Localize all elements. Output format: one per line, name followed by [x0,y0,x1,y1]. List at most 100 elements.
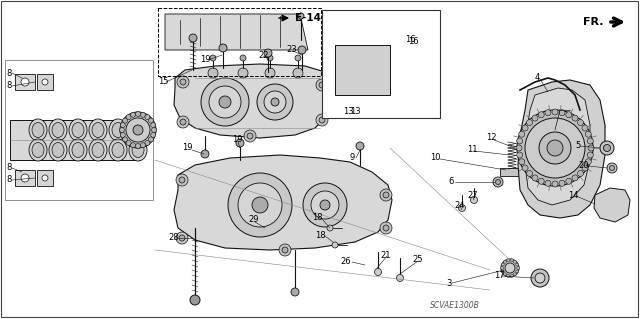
Circle shape [538,112,544,118]
Circle shape [148,137,154,142]
Text: 28: 28 [168,234,179,242]
Ellipse shape [72,143,84,158]
Circle shape [516,266,520,270]
Circle shape [383,192,389,198]
Circle shape [507,274,509,277]
Circle shape [522,125,528,131]
Polygon shape [15,74,35,90]
Circle shape [291,288,299,296]
Circle shape [219,44,227,52]
Circle shape [122,118,127,123]
Circle shape [271,98,279,106]
Circle shape [566,112,572,118]
Circle shape [316,114,328,126]
Ellipse shape [89,119,107,141]
Text: 8: 8 [6,69,12,78]
Circle shape [604,145,611,152]
Bar [158,8,321,76]
Circle shape [507,259,509,262]
Circle shape [21,174,29,182]
Circle shape [264,49,272,57]
Circle shape [267,55,273,61]
Circle shape [228,173,292,237]
Circle shape [177,76,189,88]
Circle shape [517,110,593,186]
Polygon shape [518,80,605,218]
Text: 8: 8 [6,81,12,91]
Circle shape [42,79,48,85]
Circle shape [539,132,571,164]
Circle shape [136,144,141,149]
Circle shape [516,263,518,266]
Ellipse shape [112,143,124,158]
Bar [322,10,440,118]
Circle shape [501,270,504,273]
Circle shape [311,191,339,219]
Circle shape [588,145,594,151]
Circle shape [176,174,188,186]
Ellipse shape [29,139,47,161]
Circle shape [356,142,364,150]
Text: 10: 10 [430,153,440,162]
Circle shape [531,269,549,287]
Text: FR.: FR. [583,17,604,27]
Ellipse shape [129,119,147,141]
Circle shape [519,159,525,165]
Polygon shape [174,155,392,250]
Circle shape [380,222,392,234]
Circle shape [327,225,333,231]
Ellipse shape [132,143,144,158]
Text: 16: 16 [405,35,415,44]
Circle shape [585,131,591,137]
Circle shape [210,55,216,61]
Circle shape [148,118,154,123]
Circle shape [559,110,565,116]
Circle shape [126,118,150,142]
Text: 3: 3 [446,278,451,287]
Circle shape [208,68,218,78]
Circle shape [316,79,328,91]
Ellipse shape [72,122,84,137]
Circle shape [510,259,513,262]
Circle shape [493,177,503,187]
Ellipse shape [49,139,67,161]
Circle shape [332,242,338,248]
Polygon shape [37,74,53,90]
Ellipse shape [69,139,87,161]
Text: 5: 5 [575,140,580,150]
Text: 21: 21 [380,250,390,259]
Circle shape [609,166,614,170]
Polygon shape [15,170,35,186]
Text: 14: 14 [568,190,579,199]
Ellipse shape [52,122,64,137]
Text: 13: 13 [342,108,353,116]
Ellipse shape [52,143,64,158]
Circle shape [516,138,523,144]
Circle shape [201,150,209,158]
Circle shape [152,128,157,132]
Circle shape [538,178,544,184]
Circle shape [566,178,572,184]
Circle shape [510,274,513,277]
Circle shape [458,204,465,211]
Circle shape [577,120,584,126]
Circle shape [133,125,143,135]
Circle shape [319,82,325,88]
Circle shape [519,131,525,137]
Circle shape [131,143,136,148]
Circle shape [545,110,551,116]
Circle shape [588,152,593,158]
Text: 19: 19 [182,144,193,152]
Circle shape [298,46,306,54]
Circle shape [545,180,551,186]
Text: 25: 25 [412,256,422,264]
Text: 26: 26 [340,257,351,266]
Circle shape [252,197,268,213]
Circle shape [180,119,186,125]
Circle shape [319,117,325,123]
Circle shape [126,140,131,145]
Circle shape [176,232,188,244]
Circle shape [140,112,145,117]
Circle shape [293,68,303,78]
Circle shape [588,138,593,144]
